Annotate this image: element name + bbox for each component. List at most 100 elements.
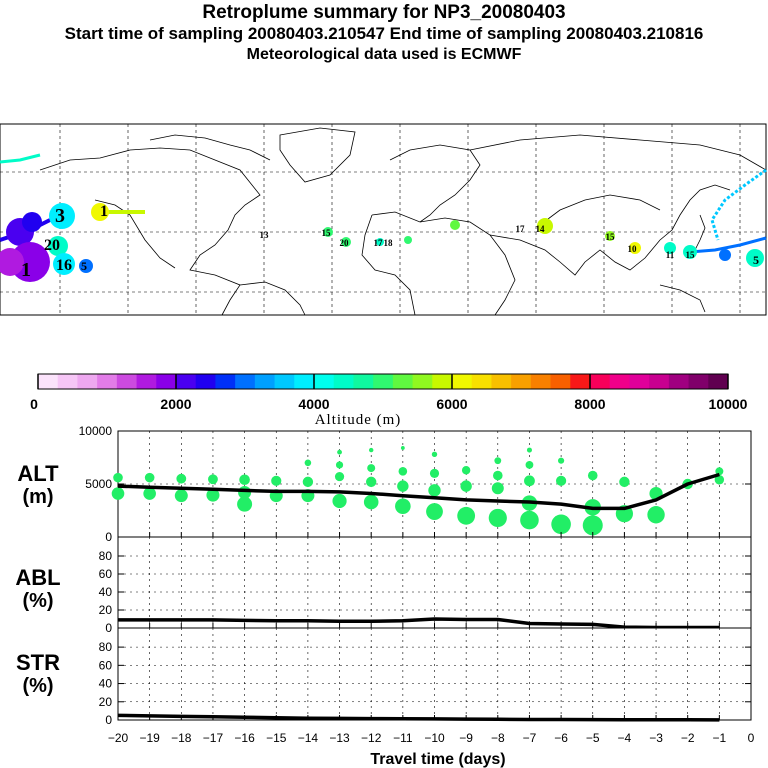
plume-dot — [239, 474, 250, 486]
panel-frame — [117, 536, 752, 629]
map-day-label: 10 — [628, 244, 638, 254]
series-line — [118, 617, 720, 630]
map-day-label: 1 — [21, 259, 31, 281]
colorbar-swatch — [333, 374, 354, 389]
panel-unit: (%) — [22, 590, 53, 612]
time-series-panels: 1000050000ALT(m)020406080ABL(%)020406080… — [15, 424, 754, 768]
x-tick-label: −15 — [266, 731, 287, 745]
y-tick-label: 40 — [99, 585, 113, 599]
map-day-label: 15 — [686, 250, 696, 260]
plume-dot — [647, 506, 665, 524]
plume-dot — [366, 476, 377, 488]
colorbar-swatch — [353, 374, 374, 389]
series-line — [117, 472, 720, 511]
colorbar-tick-label: 2000 — [160, 396, 191, 412]
x-tick-label: −5 — [586, 731, 600, 745]
x-tick-label: −17 — [203, 731, 224, 745]
altitude-colorbar: 0 2000 4000 6000 8000 10000 Altitude (m) — [30, 373, 748, 428]
x-tick-label: 0 — [748, 731, 755, 745]
y-tick-label: 60 — [99, 658, 113, 672]
colorbar-swatch — [629, 374, 650, 389]
plume-dot — [400, 446, 405, 450]
map-day-label: 20 — [44, 237, 60, 254]
x-tick-label: −8 — [491, 731, 505, 745]
panel-title: ALT — [17, 461, 59, 486]
y-tick-label: 20 — [99, 603, 113, 617]
plume-dot — [208, 474, 218, 485]
colorbar-tick-label: 6000 — [436, 396, 467, 412]
colorbar-swatch — [471, 374, 492, 389]
colorbar-swatch — [116, 374, 138, 389]
plume-dot — [174, 489, 188, 503]
colorbar-tick-label: 10000 — [709, 396, 748, 412]
plume-blobs — [0, 203, 764, 282]
x-tick-label: −18 — [171, 731, 192, 745]
colorbar-swatch — [570, 374, 591, 389]
colorbar-swatch — [314, 374, 335, 389]
y-tick-label: 60 — [99, 567, 113, 581]
sampling-time: Start time of sampling 20080403.210547 E… — [64, 24, 704, 43]
colorbar-tick-label: 4000 — [298, 396, 329, 412]
x-axis-label: Travel time (days) — [370, 751, 505, 768]
x-tick-label: −3 — [649, 731, 663, 745]
x-tick-label: −2 — [681, 731, 695, 745]
map-day-label: 15 — [322, 228, 332, 238]
plume-dot — [491, 482, 504, 495]
plume-dot — [551, 514, 571, 535]
plume-dot — [111, 487, 125, 500]
chart-title: Retroplume summary for NP3_20080403 — [202, 2, 566, 23]
map-day-label: 1 — [100, 203, 108, 220]
plume-dot — [488, 508, 507, 528]
map-day-label: 18 — [384, 238, 394, 248]
plume-dot — [271, 475, 282, 486]
colorbar-swatch — [97, 374, 118, 389]
plume-dot — [176, 473, 187, 484]
map-day-label: 17 — [374, 238, 384, 248]
series-line — [117, 713, 720, 722]
plume-dot — [524, 475, 535, 487]
map-day-label: 3 — [55, 205, 65, 227]
map-day-label: 5 — [81, 259, 87, 273]
plume-dot — [206, 488, 220, 502]
map-day-label: 16 — [56, 257, 72, 274]
plume-dot — [369, 447, 374, 453]
plume-dot — [556, 475, 567, 486]
panel-title: ABL — [15, 565, 60, 590]
colorbar-swatch — [156, 374, 177, 389]
colorbar-swatch — [491, 374, 512, 389]
panel-abl: 0 20 40 60 80 ABL(%) — [15, 536, 752, 635]
colorbar-swatch — [609, 374, 630, 389]
colorbar-swatch — [590, 374, 611, 389]
plume-dot — [526, 447, 532, 453]
map-day-label: 11 — [666, 250, 675, 260]
plume-dot — [395, 498, 411, 515]
colorbar-label: Altitude (m) — [315, 412, 402, 428]
x-tick-label: −7 — [523, 731, 537, 745]
map-day-label: 13 — [260, 230, 270, 240]
plume-dot — [363, 494, 379, 510]
plume-dot — [582, 515, 603, 536]
plume-dot — [334, 471, 345, 482]
colorbar-swatch — [274, 374, 295, 389]
plume-dot — [113, 472, 123, 483]
colorbar-swatch — [373, 374, 394, 389]
plume-dot — [302, 476, 314, 488]
x-tick-label: −14 — [298, 731, 319, 745]
plume-dot — [237, 496, 253, 512]
y-tick-label: 80 — [99, 640, 113, 654]
panel-alt: 10000 5000 0 ALT(m) — [17, 424, 752, 544]
plume-dot — [461, 466, 471, 475]
y-tick-label: 5000 — [85, 477, 112, 491]
x-tick-label: −10 — [424, 731, 445, 745]
map-frame — [0, 123, 767, 316]
plume-dot — [429, 468, 440, 478]
colorbar-swatch — [57, 374, 78, 389]
plume-dot — [558, 457, 565, 464]
colorbar-swatch — [254, 374, 276, 389]
coastlines — [39, 127, 767, 316]
map-day-label: 20 — [340, 238, 350, 248]
